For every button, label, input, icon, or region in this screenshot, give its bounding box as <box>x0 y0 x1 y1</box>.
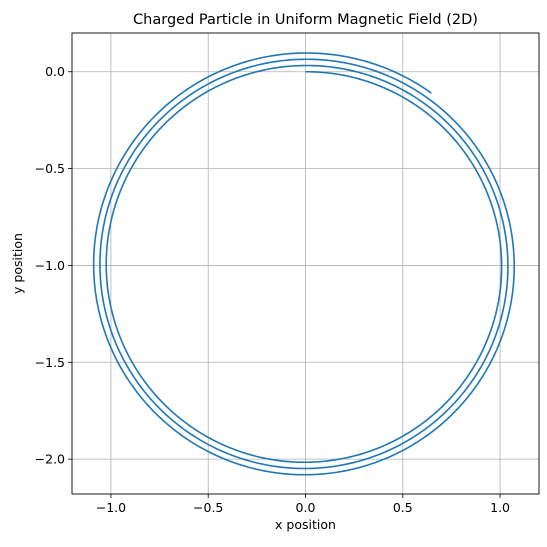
x-tick-label: 0.5 <box>393 500 413 515</box>
grid <box>72 33 539 494</box>
series-line-0 <box>92 52 516 476</box>
series-layer <box>92 52 516 476</box>
x-axis-label: x position <box>275 517 336 532</box>
y-tick-label: −2.0 <box>35 452 65 467</box>
x-tick-label: 0.0 <box>296 500 316 515</box>
chart-title: Charged Particle in Uniform Magnetic Fie… <box>133 12 478 28</box>
y-tick-label: −1.5 <box>35 355 65 370</box>
x-tick-label: −0.5 <box>193 500 223 515</box>
y-tick-label: −1.0 <box>35 258 65 273</box>
y-tick-label: −0.5 <box>35 161 65 176</box>
y-axis-label: y position <box>10 233 25 294</box>
x-tick-label: 1.0 <box>490 500 510 515</box>
ticks: −1.0 −0.5 0.0 0.5 1.0 0.0 −0.5 −1.0 −1.5 −2.0 <box>35 64 510 515</box>
x-tick-label: −1.0 <box>96 500 126 515</box>
y-tick-label: 0.0 <box>45 64 65 79</box>
